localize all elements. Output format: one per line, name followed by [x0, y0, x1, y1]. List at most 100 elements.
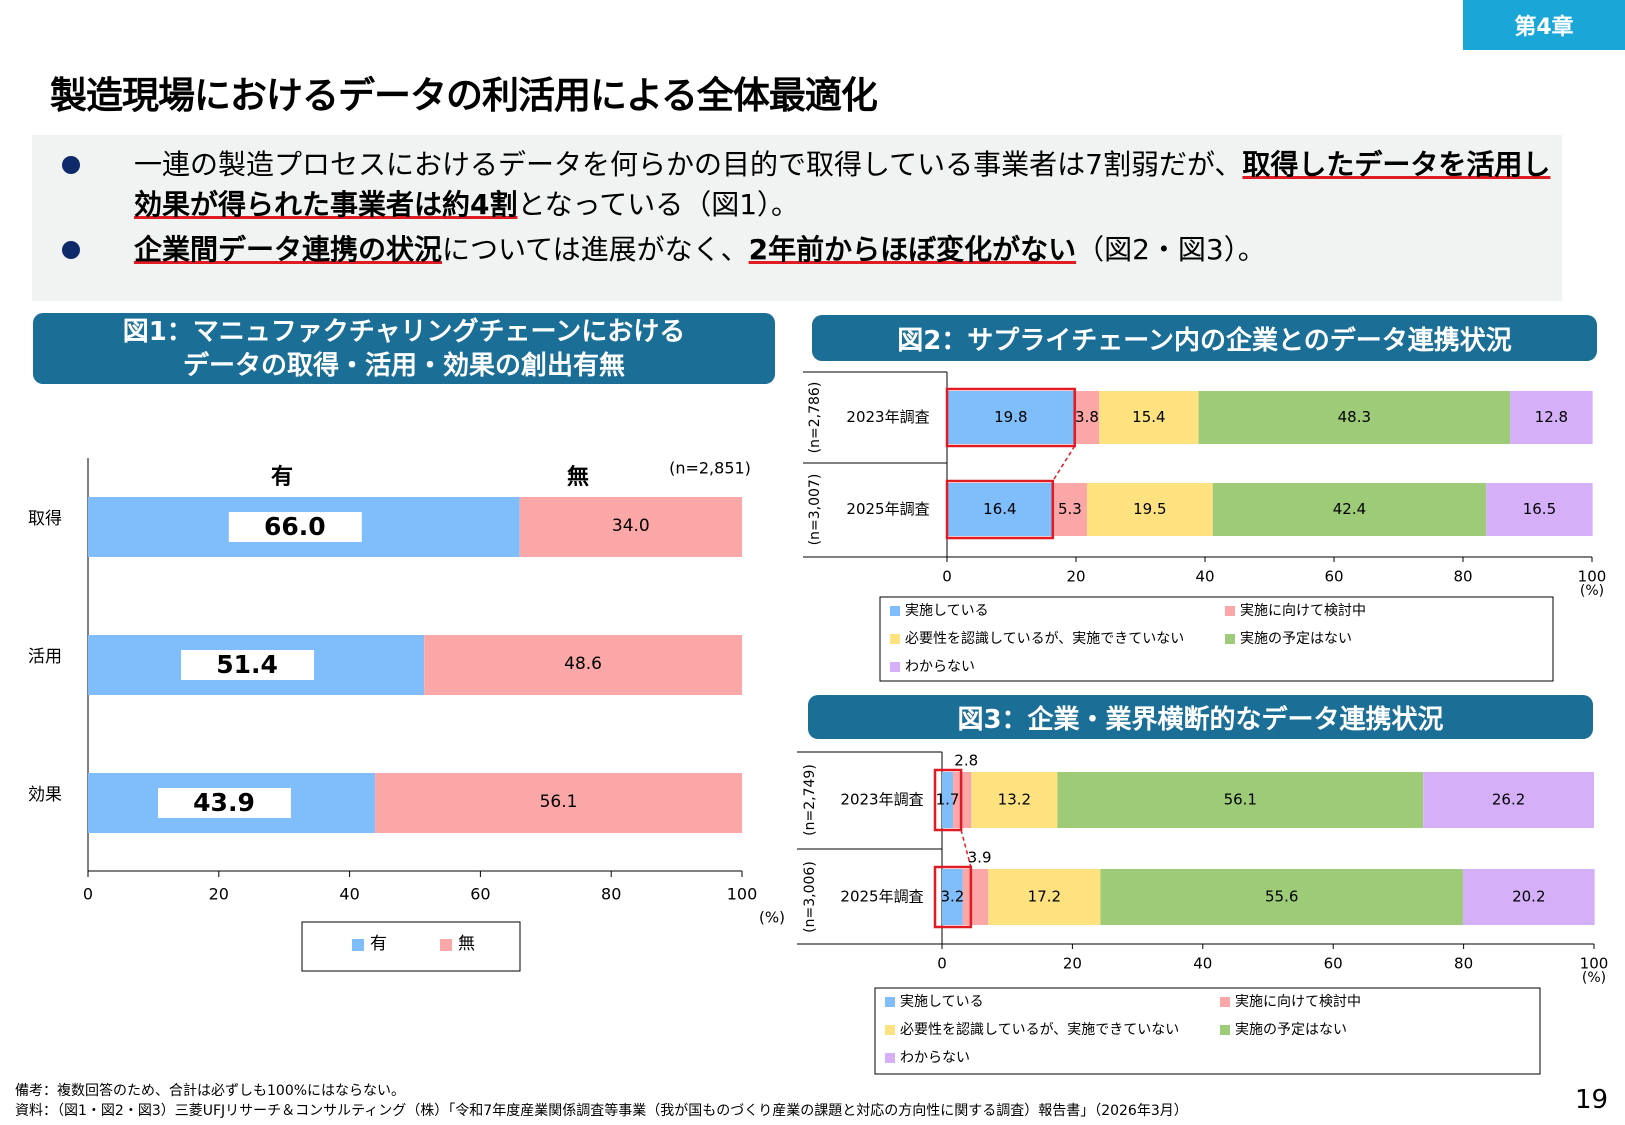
fig3-bar-segment: [988, 869, 1101, 925]
fig2-legend-label: 実施の予定はない: [1240, 631, 1352, 647]
fig3-legend-label: わからない: [900, 1050, 970, 1066]
fig2-x-tick-label: 40: [1195, 568, 1214, 586]
fig2-bar-segment: [947, 483, 1053, 536]
fig1-x-tick-label: 100: [727, 885, 758, 904]
fig3-x-tick-label: 60: [1324, 955, 1343, 973]
fig1-value-box: [228, 512, 362, 542]
fig3-bar-segment: [1462, 869, 1595, 925]
fig2-data-label: 16.4: [983, 500, 1016, 518]
fig2-bar-segment: [1212, 483, 1487, 536]
fig1-x-tick-label: 60: [470, 885, 490, 904]
fig3-legend-label: 実施に向けて検討中: [1235, 994, 1361, 1010]
fig3-highlight-box: [933, 768, 963, 832]
fig1-data-label-no: 34.0: [612, 516, 650, 536]
fig2-bar-segment: [1099, 391, 1199, 444]
fig2-x-tick-label: 0: [942, 568, 952, 586]
fig3-data-label: 26.2: [1492, 791, 1525, 809]
fig1-x-tick-label: 20: [209, 885, 229, 904]
fig2-n-label: (n=2,786): [807, 382, 823, 454]
fig3-highlight-connector: [960, 829, 972, 868]
summary-box: 一連の製造プロセスにおけるデータを何らかの目的で取得している事業者は7割弱だが、…: [32, 135, 1562, 301]
fig1-data-label-yes: 66.0: [264, 512, 326, 541]
fig2-highlight-box: [945, 479, 1055, 540]
fig3-x-tick-label: 20: [1063, 955, 1082, 973]
fig3-data-label: 20.2: [1512, 888, 1545, 906]
fig1-legend-swatch-no: [440, 939, 452, 951]
fig3-data-label: 1.7: [936, 791, 960, 809]
fig3-x-tick-label: 0: [937, 955, 947, 973]
fig3-n-label: (n=2,749): [802, 764, 818, 836]
fig2-unit-label: (%): [1580, 583, 1604, 599]
bullet-dot-icon: [62, 156, 80, 174]
fig1-value-box: [181, 650, 315, 680]
fig1-x-tick-label: 0: [83, 885, 93, 904]
fig1-series-header-yes: 有: [271, 464, 293, 490]
fig3-legend-label: 実施の予定はない: [1235, 1022, 1347, 1038]
fig2-title: 図2：サプライチェーン内の企業とのデータ連携状況: [812, 315, 1597, 361]
fig1-legend-label-yes: 有: [370, 934, 387, 954]
bullet-1-text: 一連の製造プロセスにおけるデータを何らかの目的で取得している事業者は7割弱だが、…: [134, 148, 1551, 221]
fig2-bar-segment: [1510, 391, 1593, 444]
fig2-bar-segment: [1074, 391, 1100, 444]
fig2-legend-swatch: [1225, 634, 1235, 644]
fig2-data-label: 48.3: [1338, 408, 1371, 426]
fig3-category-label: 2023年調査: [840, 791, 923, 809]
fig1-title: 図1：マニュファクチャリングチェーンにおける データの取得・活用・効果の創出有無: [33, 313, 775, 384]
fig2-bar-segment: [1198, 391, 1511, 444]
fig2-x-tick-label: 20: [1066, 568, 1085, 586]
fig2-legend-swatch: [890, 662, 900, 672]
fig3-bar-segment: [1100, 869, 1463, 925]
fig1-data-label-yes: 51.4: [216, 650, 278, 679]
fig1-value-box: [158, 788, 291, 818]
fig1-legend-box: [301, 921, 521, 972]
fig3-x-tick-label: 100: [1580, 955, 1609, 973]
fig2-category-label: 2025年調査: [846, 500, 929, 518]
bullet-2-text: 企業間データ連携の状況については進展がなく、2年前からほぼ変化がない（図2・図3…: [134, 233, 1266, 266]
fig2-legend-swatch: [1225, 606, 1235, 616]
fig2-bar-segment: [1486, 483, 1593, 536]
fig3-legend-swatch: [885, 997, 895, 1007]
fig1-data-label-yes: 43.9: [193, 788, 255, 817]
remark-note: 備考：複数回答のため、合計は必ずしも100%にはならない。: [15, 1083, 406, 1099]
fig3-data-label: 2.8: [954, 752, 978, 770]
fig1-bar-no: [375, 773, 742, 833]
fig2-bar-segment: [1052, 483, 1087, 536]
fig3-category-label: 2025年調査: [840, 888, 923, 906]
fig3-legend-label: 必要性を認識しているが、実施できていない: [900, 1022, 1179, 1038]
fig3-x-tick-label: 80: [1454, 955, 1473, 973]
fig2-data-label: 3.8: [1075, 408, 1099, 426]
fig2-legend-label: わからない: [905, 659, 975, 675]
fig1-category-label: 活用: [28, 647, 62, 667]
fig2-data-label: 19.8: [994, 408, 1027, 426]
fig3-legend-swatch: [885, 1053, 895, 1063]
fig1-n-label: (n=2,851): [669, 459, 751, 478]
fig3-data-label: 56.1: [1224, 791, 1257, 809]
bullet-dot-icon: [62, 241, 80, 259]
fig3-legend-label: 実施している: [900, 994, 984, 1010]
fig3-n-label: (n=3,006): [802, 861, 818, 933]
fig2-legend-label: 実施に向けて検討中: [1240, 603, 1366, 619]
fig1-x-tick-label: 40: [339, 885, 359, 904]
fig3-bar-segment: [971, 772, 1058, 828]
fig1-bar-no: [424, 635, 742, 695]
fig3-legend-swatch: [885, 1025, 895, 1035]
fig2-data-label: 42.4: [1333, 500, 1366, 518]
fig2-x-tick-label: 60: [1324, 568, 1343, 586]
chapter-tag: 第4章: [1463, 0, 1625, 50]
fig2-highlight-box: [945, 387, 1076, 448]
page-title: 製造現場におけるデータの利活用による全体最適化: [50, 74, 878, 117]
fig2-category-label: 2023年調査: [846, 408, 929, 426]
fig1-bar-no: [519, 497, 742, 557]
fig3-data-label: 3.2: [941, 888, 965, 906]
fig1-legend-swatch-yes: [352, 939, 364, 951]
fig1-data-label-no: 56.1: [540, 792, 578, 812]
fig3-bar-segment: [962, 869, 989, 925]
fig3-title: 図3：企業・業界横断的なデータ連携状況: [808, 695, 1593, 739]
fig1-series-header-no: 無: [567, 464, 589, 490]
fig3-data-label: 17.2: [1028, 888, 1061, 906]
fig2-legend-label: 必要性を認識しているが、実施できていない: [905, 631, 1184, 647]
fig3-bar-segment: [1057, 772, 1424, 828]
fig3-highlight-box: [933, 865, 973, 929]
fig2-legend-swatch: [890, 634, 900, 644]
fig2-data-label: 16.5: [1523, 500, 1556, 518]
